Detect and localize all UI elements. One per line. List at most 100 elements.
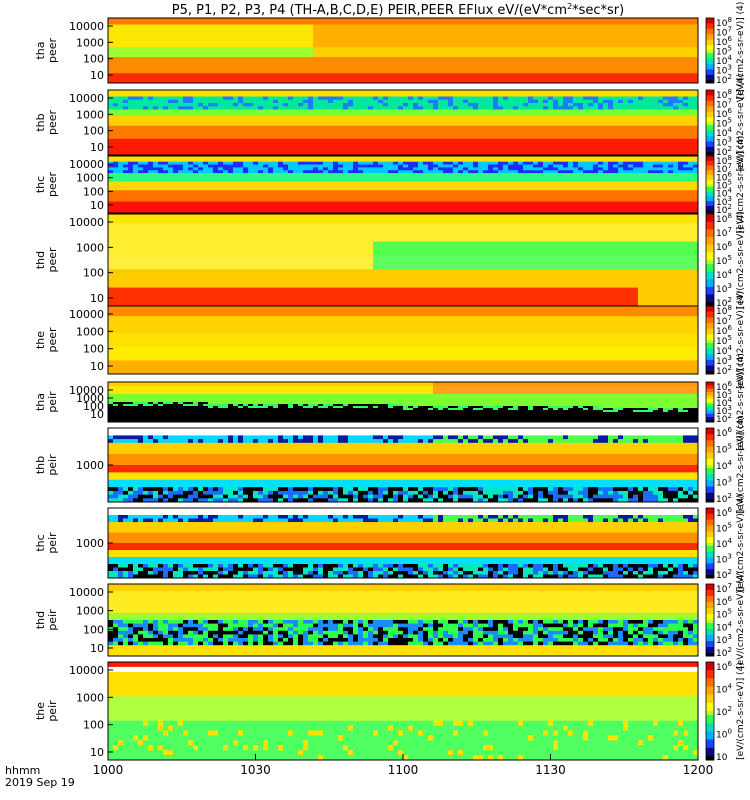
heatmap-cell <box>673 47 679 51</box>
heatmap-cell <box>528 34 534 38</box>
heatmap-cell <box>643 70 649 74</box>
heatmap-cell <box>128 151 134 156</box>
heatmap-cell <box>523 106 529 110</box>
heatmap-cell <box>108 63 114 68</box>
heatmap-cell <box>623 40 629 45</box>
heatmap-cell <box>548 135 554 140</box>
heatmap-cell <box>108 103 114 107</box>
heatmap-cell <box>328 151 334 156</box>
heatmap-cell <box>618 99 624 104</box>
heatmap-cell <box>663 79 669 84</box>
heatmap-cell <box>353 79 359 84</box>
heatmap-cell <box>128 53 134 58</box>
heatmap-cell <box>468 73 474 77</box>
heatmap-cell <box>223 70 229 74</box>
heatmap-cell <box>178 93 184 97</box>
heatmap-cell <box>498 76 504 81</box>
heatmap-cell <box>563 145 569 149</box>
heatmap-cell <box>258 99 264 104</box>
heatmap-cell <box>288 151 294 156</box>
heatmap-cell <box>323 145 329 149</box>
heatmap-cell <box>298 96 304 101</box>
heatmap-cell <box>283 93 289 97</box>
heatmap-cell <box>318 60 324 64</box>
heatmap-cell <box>128 116 134 120</box>
heatmap-cell <box>683 93 689 97</box>
heatmap-cell <box>668 103 674 107</box>
heatmap-cell <box>193 60 199 64</box>
heatmap-cell <box>263 112 269 117</box>
heatmap-cell <box>228 60 234 64</box>
heatmap-cell <box>303 125 309 130</box>
heatmap-cell <box>363 119 369 123</box>
heatmap-cell <box>633 53 639 58</box>
heatmap-cell <box>248 40 254 45</box>
colorbar-segment <box>706 61 714 65</box>
heatmap-cell <box>483 79 489 84</box>
heatmap-cell <box>413 148 419 153</box>
heatmap-cell <box>493 138 499 143</box>
heatmap-cell <box>403 99 409 104</box>
heatmap-cell <box>343 47 349 51</box>
heatmap-cell <box>428 119 434 123</box>
heatmap-cell <box>158 50 164 55</box>
heatmap-cell <box>123 34 129 38</box>
heatmap-cell <box>383 151 389 156</box>
heatmap-cell <box>408 63 414 68</box>
heatmap-cell <box>148 63 154 68</box>
heatmap-cell <box>283 44 289 48</box>
heatmap-cell <box>133 90 139 94</box>
heatmap-cell <box>233 18 239 22</box>
heatmap-cell <box>608 151 614 156</box>
heatmap-cell <box>258 142 264 146</box>
heatmap-cell <box>488 103 494 107</box>
heatmap-cell <box>288 135 294 140</box>
heatmap-cell <box>603 145 609 149</box>
heatmap-cell <box>393 129 399 133</box>
heatmap-cell <box>298 60 304 64</box>
heatmap-cell <box>623 116 629 120</box>
heatmap-cell <box>558 116 564 120</box>
heatmap-cell <box>228 63 234 68</box>
heatmap-cell <box>358 66 364 71</box>
heatmap-cell <box>473 122 479 127</box>
heatmap-cell <box>423 109 429 114</box>
heatmap-cell <box>598 18 604 22</box>
heatmap-cell <box>498 73 504 77</box>
heatmap-cell <box>198 116 204 120</box>
y-tick-label: 10 <box>90 141 104 154</box>
heatmap-cell <box>663 44 669 48</box>
heatmap-cell <box>298 24 304 29</box>
heatmap-cell <box>538 142 544 146</box>
heatmap-cell <box>243 122 249 127</box>
heatmap-cell <box>588 90 594 94</box>
heatmap-cell <box>393 96 399 101</box>
heatmap-cell <box>413 93 419 97</box>
heatmap-cell <box>123 66 129 71</box>
heatmap-cell <box>118 79 124 84</box>
heatmap-cell <box>358 106 364 110</box>
heatmap-cell <box>683 112 689 117</box>
heatmap-cell <box>683 21 689 25</box>
heatmap-cell <box>523 21 529 25</box>
heatmap-cell <box>243 109 249 114</box>
heatmap-cell <box>208 24 214 29</box>
heatmap-cell <box>668 18 674 22</box>
heatmap-cell <box>598 70 604 74</box>
heatmap-cell <box>288 125 294 130</box>
heatmap-cell <box>408 96 414 101</box>
heatmap-cell <box>563 27 569 32</box>
heatmap-cell <box>578 142 584 146</box>
heatmap-cell <box>353 145 359 149</box>
heatmap-cell <box>363 145 369 149</box>
heatmap-cell <box>353 116 359 120</box>
heatmap-cell <box>248 63 254 68</box>
heatmap-cell <box>173 135 179 140</box>
heatmap-cell <box>438 148 444 153</box>
heatmap-cell <box>228 44 234 48</box>
heatmap-cell <box>373 76 379 81</box>
heatmap-cell <box>373 148 379 153</box>
heatmap-cell <box>508 21 514 25</box>
heatmap-cell <box>633 135 639 140</box>
heatmap-cell <box>578 79 584 84</box>
